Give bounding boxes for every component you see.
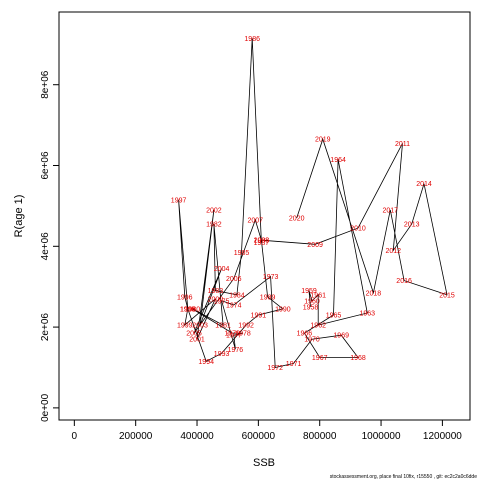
year-label-1980: 1980 xyxy=(185,306,201,313)
year-label-1960: 1960 xyxy=(304,298,320,305)
year-label-2013: 2013 xyxy=(404,222,420,229)
year-label-1998: 1998 xyxy=(180,306,196,313)
year-label-1963: 1963 xyxy=(360,311,376,318)
year-label-2009: 2009 xyxy=(307,242,323,249)
year-label-1971: 1971 xyxy=(286,361,302,368)
year-label-1959: 1959 xyxy=(301,288,317,295)
year-label-1969: 1969 xyxy=(333,333,349,340)
year-label-1982: 1982 xyxy=(206,222,222,229)
y-tick-label: 4e+06 xyxy=(40,232,51,261)
year-label-2015: 2015 xyxy=(439,292,455,299)
series-line xyxy=(178,38,448,368)
year-label-2004: 2004 xyxy=(214,266,230,273)
year-label-1981: 1981 xyxy=(215,323,231,330)
year-label-1965: 1965 xyxy=(326,313,342,320)
recruitment-path xyxy=(178,38,448,368)
x-tick-label: 1200000 xyxy=(423,431,462,442)
y-tick-label: 8e+06 xyxy=(40,70,51,99)
year-label-1979: 1979 xyxy=(225,331,241,338)
x-tick-label: 400000 xyxy=(180,431,214,442)
year-label-2003: 2003 xyxy=(192,323,208,330)
y-axis-title: R(age 1) xyxy=(13,195,25,238)
x-tick-label: 200000 xyxy=(119,431,153,442)
year-label-1988: 1988 xyxy=(254,238,270,245)
y-tick-label: 6e+06 xyxy=(40,151,51,180)
footer-note: stockassessment.org, place final 10fix, … xyxy=(330,474,478,480)
year-label-1997: 1997 xyxy=(171,197,187,204)
year-label-2012: 2012 xyxy=(386,248,402,255)
year-label-1976: 1976 xyxy=(228,347,244,354)
year-label-1966: 1966 xyxy=(297,331,313,338)
x-tick-label: 0 xyxy=(72,431,78,442)
year-label-1991: 1991 xyxy=(251,313,267,320)
year-label-1995: 1995 xyxy=(180,306,196,313)
x-tick-label: 800000 xyxy=(303,431,337,442)
year-label-2000: 2000 xyxy=(208,296,224,303)
year-label-1958: 1958 xyxy=(303,304,319,311)
year-label-1996: 1996 xyxy=(177,294,193,301)
y-tick-label: 2e+06 xyxy=(40,313,51,342)
x-axis-title: SSB xyxy=(253,457,275,469)
year-label-1978: 1978 xyxy=(235,331,251,338)
year-label-2011: 2011 xyxy=(395,141,410,148)
year-label-1962: 1962 xyxy=(310,323,326,330)
x-axis: 0 200000 400000 600000 800000 1000000 1200000 xyxy=(72,420,462,442)
year-label-1999: 1999 xyxy=(177,323,193,330)
year-label-1985: 1985 xyxy=(234,250,250,257)
year-label-2001: 2001 xyxy=(189,337,205,344)
year-label-1987: 1987 xyxy=(254,240,270,247)
year-label-2017: 2017 xyxy=(383,207,399,214)
year-label-1974: 1974 xyxy=(226,302,242,309)
plot-frame xyxy=(58,11,471,421)
year-label-2016: 2016 xyxy=(396,278,412,285)
year-label-1989: 1989 xyxy=(260,294,276,301)
year-label-2008: 2008 xyxy=(254,238,270,245)
y-axis: 0e+00 2e+06 4e+06 6e+06 8e+06 xyxy=(40,70,59,422)
year-label-1973: 1973 xyxy=(263,274,279,281)
year-label-2019: 2019 xyxy=(315,137,331,144)
year-label-2018: 2018 xyxy=(366,290,382,297)
year-label-1972: 1972 xyxy=(267,365,283,372)
year-label-1984: 1984 xyxy=(229,292,245,299)
year-label-1983: 1983 xyxy=(208,288,224,295)
year-label-1990: 1990 xyxy=(275,306,291,313)
x-tick-label: 1000000 xyxy=(362,431,401,442)
year-label-2020: 2020 xyxy=(289,216,305,223)
year-label-1977: 1977 xyxy=(226,333,242,340)
year-label-1970: 1970 xyxy=(304,337,320,344)
year-label-1968: 1968 xyxy=(350,355,366,362)
year-label-1967: 1967 xyxy=(312,355,328,362)
year-label-1961: 1961 xyxy=(310,292,326,299)
year-label-1986: 1986 xyxy=(244,36,260,43)
year-label-1992: 1992 xyxy=(238,323,254,330)
year-label-1975: 1975 xyxy=(214,298,230,305)
year-label-2010: 2010 xyxy=(350,226,366,233)
year-label-2014: 2014 xyxy=(416,181,432,188)
year-label-1993: 1993 xyxy=(214,351,230,358)
year-label-2007: 2007 xyxy=(248,218,264,225)
y-tick-label: 0e+00 xyxy=(40,393,51,422)
year-label-2002: 2002 xyxy=(206,207,222,214)
x-tick-label: 600000 xyxy=(242,431,276,442)
year-label-2006: 2006 xyxy=(226,276,242,283)
year-label-1964: 1964 xyxy=(330,157,346,164)
year-label-1994: 1994 xyxy=(198,359,214,366)
year-label-2005: 2005 xyxy=(186,331,202,338)
